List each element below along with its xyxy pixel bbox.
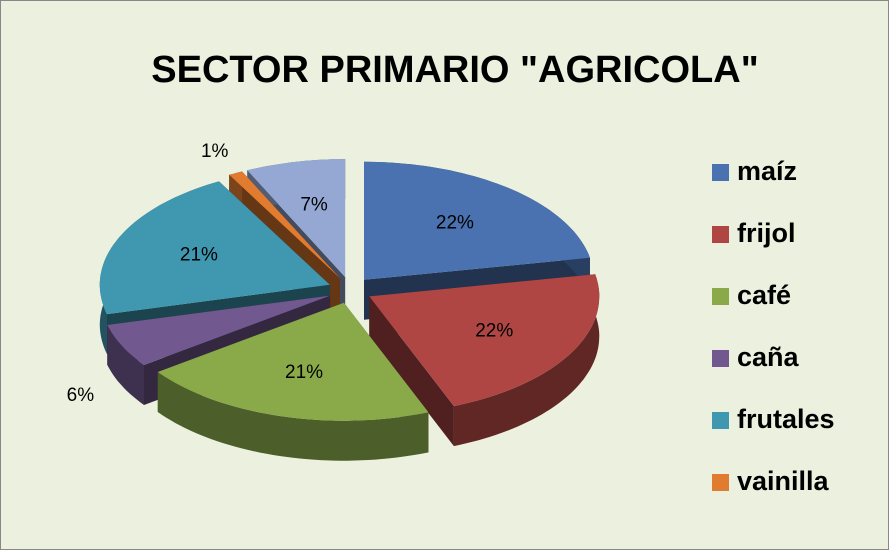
legend-swatch: [712, 288, 729, 305]
legend-swatch: [712, 226, 729, 243]
slice: [364, 161, 590, 280]
slice: [369, 274, 600, 407]
slice-side: [107, 325, 144, 405]
data-label: 7%: [300, 195, 328, 216]
legend-label: vainilla: [737, 466, 830, 496]
slice: [229, 171, 340, 279]
data-label: 1%: [201, 141, 229, 162]
legend-label: maíz: [737, 156, 797, 186]
legend-label: frutales: [737, 404, 835, 434]
legend-label: café: [737, 280, 791, 310]
legend-swatch: [712, 474, 729, 491]
chart-title: SECTOR PRIMARIO "AGRICOLA": [151, 49, 758, 91]
slice: [107, 295, 331, 365]
data-label: 21%: [180, 245, 218, 266]
legend-label: frijol: [737, 218, 796, 248]
slice-side: [157, 372, 429, 461]
data-label: 6%: [67, 385, 95, 406]
slice: [157, 302, 429, 421]
data-label: 21%: [285, 362, 323, 383]
slice-side: [453, 274, 600, 447]
slice-wall: [369, 296, 454, 447]
slice-tops: [99, 159, 600, 421]
data-label: 22%: [475, 321, 513, 342]
slice: [99, 181, 330, 315]
legend-swatch: [712, 164, 729, 181]
legend-swatch: [712, 412, 729, 429]
legend-swatch: [712, 350, 729, 367]
legend-label: caña: [737, 342, 800, 372]
data-label: 22%: [436, 212, 474, 233]
slice: [247, 159, 346, 278]
